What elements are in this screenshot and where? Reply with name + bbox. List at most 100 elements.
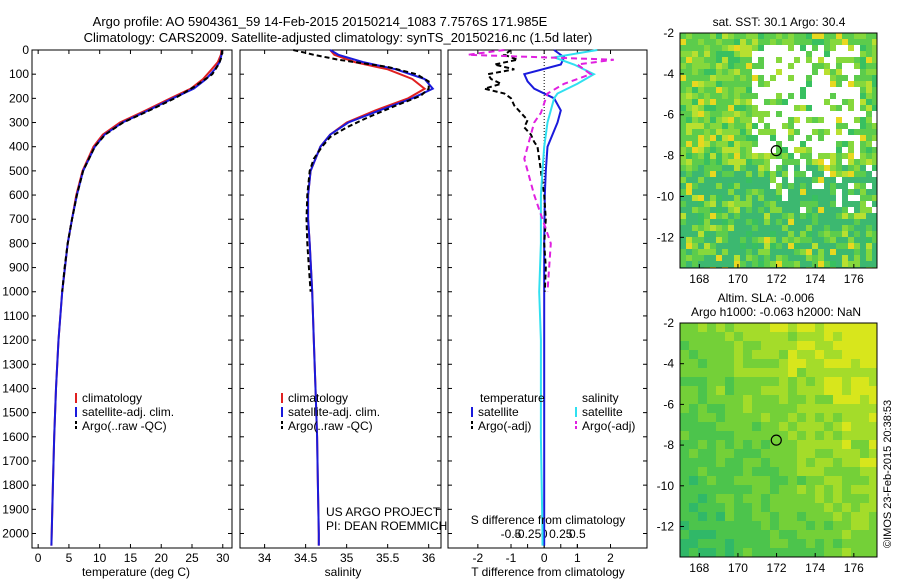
map-cell: [704, 45, 710, 51]
map-cell: [680, 323, 689, 332]
map-cell: [842, 213, 848, 219]
map-cell: [794, 207, 800, 213]
map-cell: [842, 171, 848, 177]
map-cell: [740, 57, 746, 63]
map-cell: [725, 476, 734, 485]
map-cell: [752, 219, 758, 225]
depth-tick-label: 1200: [2, 333, 29, 347]
map-cell: [746, 147, 752, 153]
map-cell: [776, 165, 782, 171]
map-cell: [779, 431, 788, 440]
map-cell: [758, 213, 764, 219]
map-cell: [686, 99, 692, 105]
map-cell: [734, 111, 740, 117]
map-cell: [824, 359, 833, 368]
map-cell: [716, 261, 722, 267]
map-cell: [830, 243, 836, 249]
map-cell: [818, 39, 824, 45]
map-cell: [680, 75, 686, 81]
map-cell: [734, 63, 740, 69]
map-cell: [770, 422, 779, 431]
map-cell: [698, 476, 707, 485]
map-cell: [782, 39, 788, 45]
map-cell: [734, 237, 740, 243]
map-cell: [716, 548, 725, 557]
map-cell: [758, 195, 764, 201]
map-cell: [860, 153, 866, 159]
map-cell: [716, 231, 722, 237]
map-cell: [776, 39, 782, 45]
map-cell: [824, 261, 830, 267]
map-cell: [698, 255, 704, 261]
map-cell: [872, 195, 877, 201]
map-cell: [824, 377, 833, 386]
map-cell: [824, 255, 830, 261]
map-cell: [680, 39, 686, 45]
map-cell: [728, 111, 734, 117]
map-cell: [830, 153, 836, 159]
sdiff-tick-label: -0.25: [514, 527, 542, 541]
map-cell: [770, 395, 779, 404]
map-cell: [728, 261, 734, 267]
map-cell: [776, 171, 782, 177]
map-cell: [740, 201, 746, 207]
map-cell: [776, 69, 782, 75]
map-cell: [851, 476, 860, 485]
map-cell: [743, 440, 752, 449]
map-cell: [761, 530, 770, 539]
map-cell: [788, 440, 797, 449]
map-cell: [788, 485, 797, 494]
map-cell: [776, 33, 782, 39]
map-cell: [716, 33, 722, 39]
map-cell: [707, 323, 716, 332]
map-cell: [836, 75, 842, 81]
map-cell: [860, 413, 869, 422]
map-cell: [860, 261, 866, 267]
map-cell: [704, 51, 710, 57]
depth-tick-label: 700: [9, 212, 29, 226]
map-cell: [776, 207, 782, 213]
map-cell: [869, 350, 877, 359]
map-cell: [794, 39, 800, 45]
map-cell: [743, 467, 752, 476]
map-cell: [698, 341, 707, 350]
map-cell: [692, 99, 698, 105]
map-cell: [794, 171, 800, 177]
map-cell: [680, 69, 686, 75]
map-cell: [686, 51, 692, 57]
map-cell: [806, 231, 812, 237]
map-cell: [860, 207, 866, 213]
map-cell: [836, 117, 842, 123]
map-cell: [872, 189, 877, 195]
map-cell: [740, 195, 746, 201]
map-cell: [752, 45, 758, 51]
map-cell: [788, 153, 794, 159]
map-cell: [770, 476, 779, 485]
map-cell: [746, 33, 752, 39]
map-cell: [869, 530, 877, 539]
map-x-tick-label: 170: [728, 272, 748, 286]
map-cell: [806, 201, 812, 207]
map-cell: [704, 111, 710, 117]
map-cell: [734, 219, 740, 225]
map-cell: [794, 261, 800, 267]
map-cell: [728, 195, 734, 201]
map-cell: [797, 386, 806, 395]
map-cell: [734, 117, 740, 123]
map-cell: [860, 225, 866, 231]
map-cell: [716, 165, 722, 171]
map-cell: [752, 135, 758, 141]
map-cell: [833, 386, 842, 395]
map-cell: [782, 159, 788, 165]
map-cell: [758, 57, 764, 63]
map-cell: [716, 141, 722, 147]
map-cell: [761, 512, 770, 521]
map-cell: [872, 255, 877, 261]
map-cell: [686, 111, 692, 117]
map-cell: [848, 225, 854, 231]
map-cell: [740, 105, 746, 111]
depth-tick-label: 1700: [2, 454, 29, 468]
map-cell: [743, 530, 752, 539]
map-cell: [698, 440, 707, 449]
map-cell: [734, 386, 743, 395]
